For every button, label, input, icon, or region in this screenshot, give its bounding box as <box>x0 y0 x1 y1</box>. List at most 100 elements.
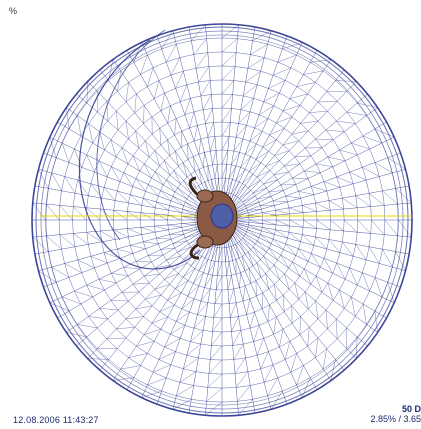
mesh-line <box>336 120 356 124</box>
mesh-line <box>210 136 216 152</box>
mesh-line <box>110 300 129 302</box>
mesh-line <box>285 243 296 256</box>
mesh-line <box>292 261 300 277</box>
mesh-line <box>128 353 148 358</box>
mesh-line <box>185 233 199 238</box>
mesh-line <box>282 295 285 312</box>
mesh-line <box>127 228 142 235</box>
mesh-line <box>153 80 160 99</box>
mesh-line <box>182 162 188 178</box>
mesh-line <box>113 229 129 238</box>
mesh-line <box>351 142 370 150</box>
mesh-line <box>77 115 82 137</box>
mesh-line <box>190 174 197 188</box>
mesh-line <box>198 138 202 155</box>
mesh-line <box>187 285 199 297</box>
mesh-line <box>327 282 334 301</box>
mesh-line <box>303 219 317 229</box>
mesh-line <box>277 54 297 63</box>
mesh-line <box>274 150 290 156</box>
mesh-line <box>61 143 70 163</box>
mesh-line <box>177 246 191 253</box>
mesh-line <box>208 359 223 374</box>
mesh-line <box>249 219 263 224</box>
mesh-line <box>294 155 311 158</box>
mesh-line <box>294 282 299 300</box>
mesh-line <box>268 247 278 261</box>
mesh-line <box>235 185 246 196</box>
mesh-line <box>330 359 336 381</box>
mesh-line <box>103 252 121 259</box>
mesh-line <box>269 128 285 136</box>
mesh-line <box>117 248 133 254</box>
mesh-line <box>193 272 204 284</box>
mesh-line <box>221 122 231 137</box>
mesh-line <box>233 138 244 152</box>
mesh-line <box>135 178 146 192</box>
mesh-line <box>214 164 218 179</box>
mesh-line <box>285 195 301 199</box>
mesh-line <box>374 277 383 297</box>
mesh-line <box>263 364 274 383</box>
mesh-line <box>265 160 280 167</box>
mesh-line <box>248 268 251 284</box>
mesh-line <box>130 194 142 206</box>
mesh-line <box>153 364 172 373</box>
mesh-line <box>322 348 327 370</box>
mesh-line <box>181 216 195 221</box>
mesh-line <box>120 365 141 370</box>
mesh-line <box>160 247 176 250</box>
mesh-line <box>193 156 196 172</box>
mesh-line <box>327 156 346 162</box>
mesh-line <box>86 232 102 243</box>
mesh-line <box>99 308 119 311</box>
mesh-line <box>315 300 319 320</box>
mesh-line <box>155 171 164 186</box>
mesh-line <box>254 118 268 129</box>
mesh-line <box>351 296 356 317</box>
mesh-line <box>231 246 233 261</box>
mesh-line <box>159 128 162 145</box>
mesh-line <box>349 171 367 181</box>
mesh-line <box>215 275 223 290</box>
mesh-line <box>234 224 247 233</box>
mesh-line <box>239 190 251 199</box>
mesh-line <box>323 258 333 274</box>
mesh-line <box>259 105 274 115</box>
mesh-line <box>342 197 358 208</box>
mesh-line <box>207 373 223 388</box>
mesh-line <box>234 357 246 374</box>
mesh-line <box>154 225 169 230</box>
mesh-line <box>276 219 290 227</box>
mesh-line <box>299 316 301 335</box>
mesh-line <box>261 227 275 235</box>
mesh-line <box>74 148 82 168</box>
mesh-line <box>87 358 109 360</box>
mesh-line <box>156 237 172 240</box>
mesh-line <box>113 210 128 221</box>
mesh-line <box>273 316 277 335</box>
mesh-line <box>242 195 256 203</box>
mesh-line <box>253 325 260 342</box>
mesh-line <box>156 201 169 211</box>
mesh-line <box>221 108 232 123</box>
mesh-line <box>221 136 230 151</box>
mesh-line <box>173 262 188 270</box>
mesh-line <box>206 387 223 402</box>
mesh-line <box>395 188 412 204</box>
mesh-line <box>268 190 284 193</box>
mesh-line <box>154 213 168 221</box>
view-orientation-indicator: % <box>9 6 18 16</box>
mesh-line <box>255 151 269 160</box>
mesh-line <box>328 200 344 210</box>
mesh-line <box>183 252 196 260</box>
mesh-line <box>342 241 354 257</box>
mesh-line <box>273 171 289 176</box>
mesh-line <box>154 150 160 167</box>
mesh-line <box>335 80 357 82</box>
mesh-line <box>226 179 233 193</box>
mesh-line <box>226 261 230 276</box>
mesh-line <box>32 236 49 252</box>
